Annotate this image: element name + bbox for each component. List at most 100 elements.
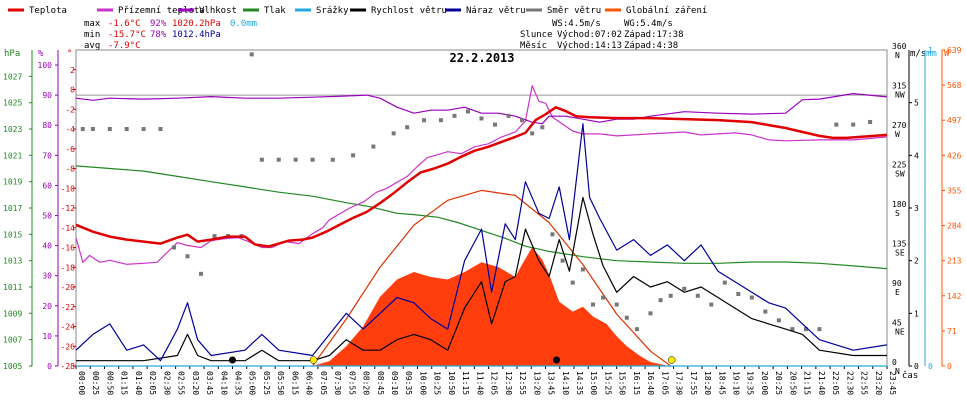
pressure-tick-label: 1027 <box>3 72 22 81</box>
x-tick-label: 15:00 <box>589 371 598 395</box>
wind-direction-tick-label: 90 <box>892 279 902 288</box>
x-tick-label: 10:25 <box>433 371 442 395</box>
radiation-tick-label: 0 <box>947 362 952 371</box>
x-tick-label: 00:00 <box>77 371 86 395</box>
x-tick-label: 03:45 <box>205 371 214 395</box>
x-tick-label: 06:40 <box>305 371 314 395</box>
x-tick-label: 16:40 <box>646 371 655 395</box>
wind-direction-point <box>722 280 727 285</box>
wind-direction-point <box>868 119 873 124</box>
wind-direction-tick-label: 180 <box>892 200 907 209</box>
legend-label: Srážky <box>316 6 349 16</box>
series-line-glob-ln-z-en-teoretick- <box>312 189 672 367</box>
x-tick-label: 02:55 <box>177 371 186 395</box>
wind-direction-point <box>506 113 511 118</box>
humidity-tick-label: 0 <box>47 362 52 371</box>
x-tick-label: 23:20 <box>874 371 883 395</box>
x-tick-label: 20:50 <box>788 371 797 395</box>
x-tick-label: 21:40 <box>817 371 826 395</box>
wind-direction-point <box>540 125 545 130</box>
wind-direction-point <box>749 295 754 300</box>
windspeed-tick-label: 2 <box>914 257 919 266</box>
wind-direction-compass-label: E <box>895 288 900 297</box>
unit-mm: mm <box>926 49 937 59</box>
x-tick-label: 05:50 <box>276 371 285 395</box>
pressure-tick-label: 1011 <box>3 283 22 292</box>
wind-direction-compass-label: S <box>895 209 900 218</box>
windspeed-tick-label: 0 <box>914 362 919 371</box>
wind-direction-tick-label: 360 <box>892 42 907 51</box>
axis-ticks: 1005100710091011101310151017101910211023… <box>3 42 962 376</box>
x-tick-label: 23:45 <box>888 371 897 395</box>
wind-direction-point <box>391 131 396 136</box>
x-tick-label: 11:40 <box>475 371 484 395</box>
pressure-tick-label: 1021 <box>3 151 22 160</box>
temperature-tick-label: -2 <box>65 105 75 114</box>
wind-direction-point <box>212 234 217 239</box>
wind-direction-tick-label: 135 <box>892 240 907 249</box>
sun-label: Slunce <box>520 30 553 40</box>
wind-direction-point <box>817 327 822 332</box>
stat-avg-label: avg <box>84 41 100 51</box>
sun-set: Západ:17:38 <box>624 30 684 40</box>
humidity-tick-label: 50 <box>42 212 52 221</box>
wind-direction-point <box>550 232 555 237</box>
humidity-tick-label: 70 <box>42 151 52 160</box>
x-tick-label: 18:20 <box>703 371 712 395</box>
wind-direction-point <box>249 52 254 57</box>
sun-rise: Východ:07:02 <box>557 30 622 40</box>
radiation-tick-label: 426 <box>947 151 962 160</box>
wind-direction-point <box>185 254 190 259</box>
wind-direction-point <box>763 309 768 314</box>
x-tick-label: 10:50 <box>447 371 456 395</box>
wind-direction-point <box>405 125 410 130</box>
unit-ms: m/s <box>910 49 926 59</box>
x-tick-label: 14:35 <box>575 371 584 395</box>
legend-label: Náraz větru <box>466 6 526 16</box>
radiation-tick-label: 284 <box>947 222 962 231</box>
x-tick-label: 20:25 <box>774 371 783 395</box>
wind-direction-tick-label: 0 <box>892 358 897 367</box>
wind-direction-compass-label: N <box>895 367 900 376</box>
x-tick-label: 17:05 <box>660 371 669 395</box>
wind-direction-point <box>438 118 443 123</box>
stat-avg-temp: -7.9°C <box>108 41 141 51</box>
wind-direction-point <box>107 127 112 131</box>
x-tick-label: 17:30 <box>675 371 684 395</box>
wind-direction-point <box>80 127 85 131</box>
humidity-tick-label: 20 <box>42 302 52 311</box>
pressure-tick-label: 1017 <box>3 204 22 213</box>
x-tick-label: 19:35 <box>746 371 755 395</box>
wind-direction-point <box>682 286 687 291</box>
pressure-tick-label: 1007 <box>3 336 22 345</box>
wind-direction-compass-label: SW <box>895 170 905 179</box>
x-tick-label: 00:50 <box>105 371 114 395</box>
x-tick-label: 10:00 <box>418 371 427 395</box>
wind-direction-point <box>580 267 585 272</box>
wind-direction-point <box>493 122 498 127</box>
wind-direction-tick-label: 45 <box>892 319 902 328</box>
x-tick-label: 07:55 <box>347 371 356 395</box>
legend-label: Přízemní teplota <box>118 6 205 16</box>
x-tick-label: 16:15 <box>632 371 641 395</box>
wind-direction-point <box>624 315 629 320</box>
temperature-tick-label: 2 <box>70 66 75 75</box>
wind-direction-point <box>648 311 653 316</box>
pressure-tick-label: 1005 <box>3 362 22 371</box>
legend-label: Rychlost větru <box>371 6 447 16</box>
wind-direction-point <box>124 127 129 131</box>
wind-direction-tick-label: 270 <box>892 121 907 130</box>
wind-direction-point <box>668 293 673 298</box>
x-tick-label: 02:30 <box>162 371 171 395</box>
wind-direction-point <box>351 153 356 158</box>
wind-direction-point <box>834 122 839 127</box>
wind-direction-point <box>293 157 298 162</box>
x-tick-label: 17:55 <box>689 371 698 395</box>
pressure-tick-label: 1015 <box>3 230 22 239</box>
temperature-tick-label: -12 <box>61 204 76 213</box>
wind-ws: WS:4.5m/s <box>552 19 601 29</box>
wind-direction-compass-label: NW <box>895 91 905 100</box>
x-tick-label: 01:40 <box>134 371 143 395</box>
